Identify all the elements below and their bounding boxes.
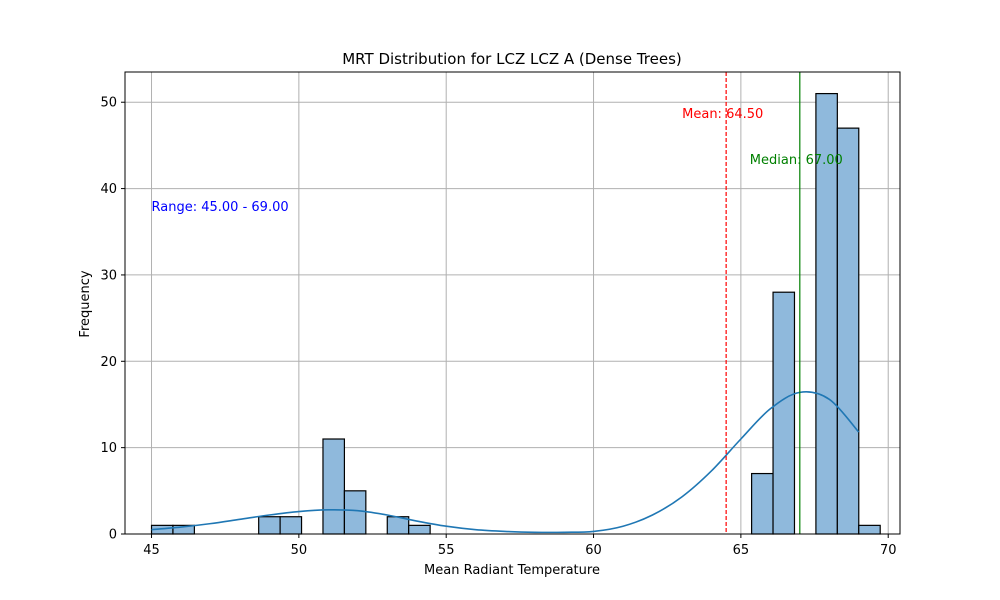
histogram-bar [343,490,367,535]
histogram-bar [751,472,774,535]
axes-frame [124,71,901,535]
x-axis-label: Mean Radiant Temperature [424,563,600,578]
histogram-bar [322,438,346,535]
histogram-bar [258,516,281,535]
chart-title: MRT Distribution for LCZ LCZ A (Dense Tr… [342,50,682,68]
y-tick-label: 0 [109,528,117,543]
y-axis-label: Frequency [78,270,93,337]
ticks-layer: 45 50 55 60 65 70 0 10 20 30 40 50 [100,96,896,558]
y-tick-label: 20 [100,355,117,370]
x-tick-label: 55 [438,543,455,558]
reference-lines-layer [725,72,801,534]
x-tick-label: 65 [733,543,750,558]
x-tick-label: 45 [143,543,160,558]
kde-layer [151,391,860,534]
x-tick-label: 50 [291,543,308,558]
annotations-layer: Mean: 64.50 Median: 67.00 Range: 45.00 - 6… [152,107,843,215]
histogram-bar [836,127,860,535]
y-tick-label: 40 [100,182,117,197]
kde-curve [151,391,860,534]
x-tick-label: 70 [880,543,897,558]
mean-label: Mean: 64.50 [682,107,763,122]
histogram-bar [858,524,881,535]
median-label: Median: 67.00 [750,153,843,168]
x-tick-label: 60 [585,543,602,558]
histogram-bar [408,524,431,535]
histogram-bar [279,516,303,535]
histogram-bar [772,291,796,535]
y-tick-label: 50 [100,96,117,111]
y-tick-label: 30 [100,268,117,283]
range-label: Range: 45.00 - 69.00 [152,200,289,215]
y-tick-label: 10 [100,441,117,456]
